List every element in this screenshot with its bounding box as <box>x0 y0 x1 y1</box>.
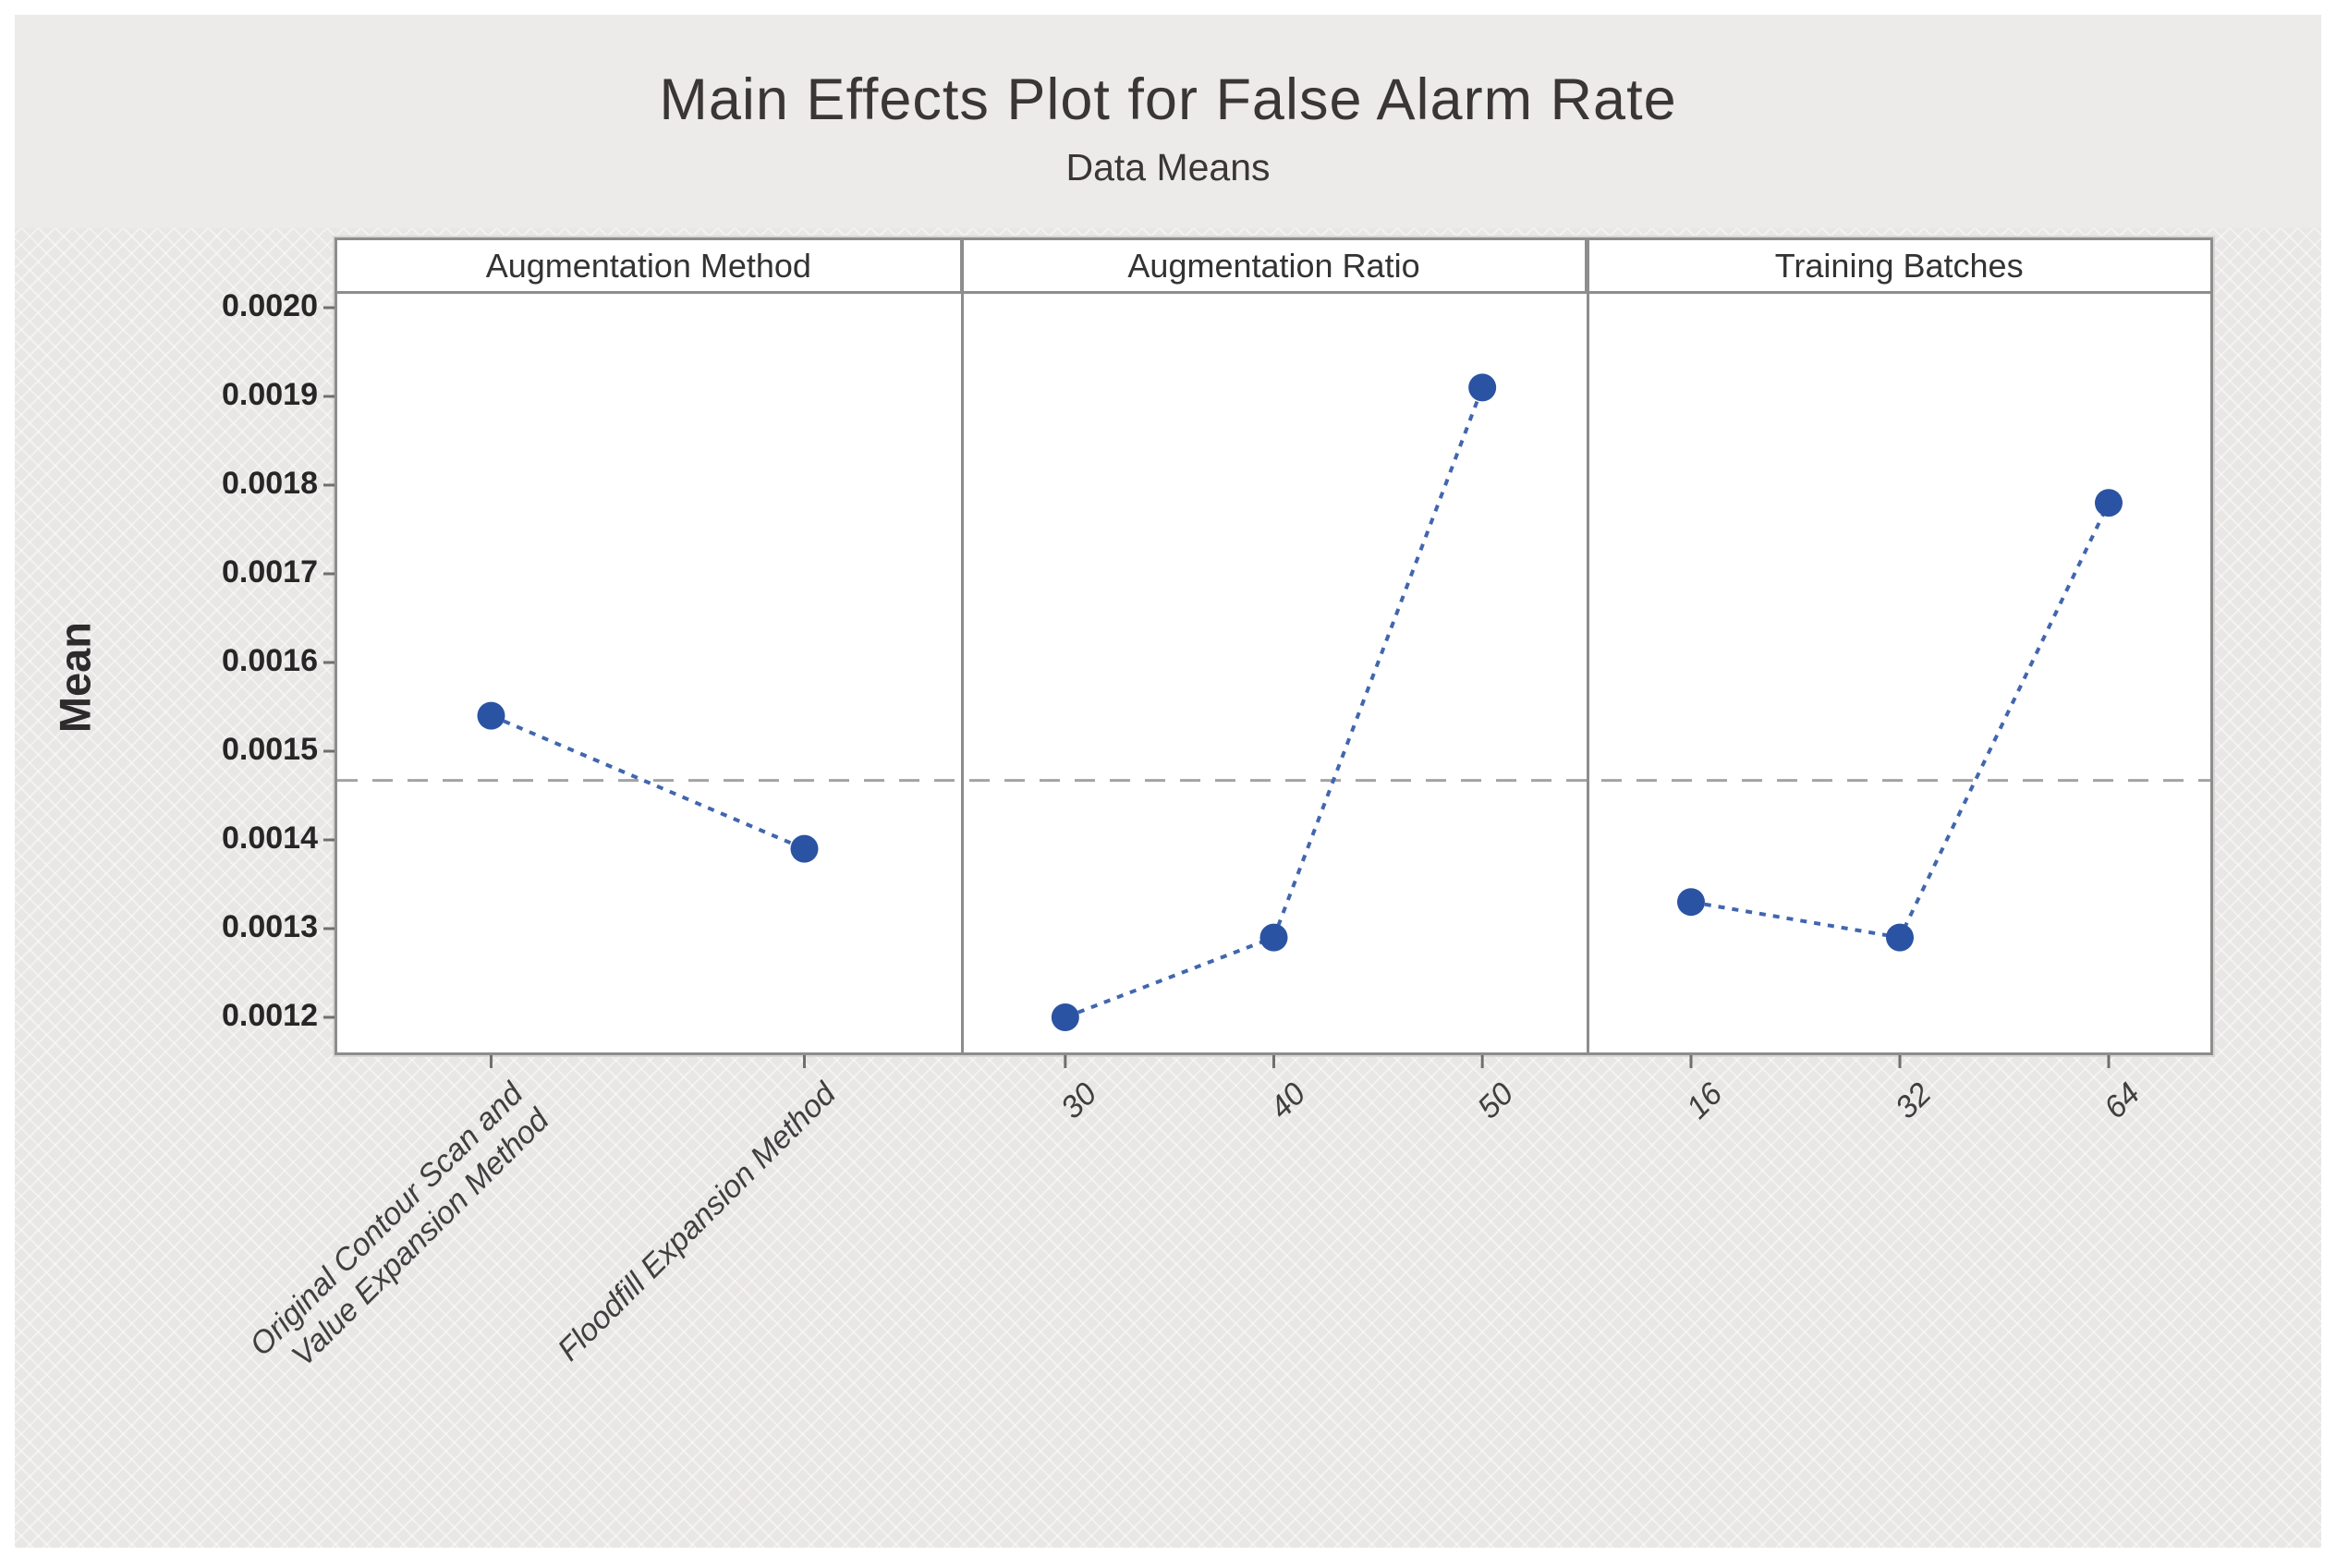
panel-header-row: Augmentation Method Augmentation Ratio Tra… <box>337 240 2211 294</box>
panel-header-3: Training Batches <box>1585 240 2211 291</box>
y-tick-label: 0.0018 <box>222 466 318 501</box>
y-tick-label: 0.0019 <box>222 377 318 412</box>
y-tick-label: 0.0016 <box>222 643 318 678</box>
panel-header-1: Augmentation Method <box>337 240 960 291</box>
panel-divider-2 <box>1587 240 1589 1052</box>
title-band <box>15 15 2321 228</box>
y-tick-label: 0.0012 <box>222 998 318 1033</box>
y-tick-label: 0.0017 <box>222 554 318 590</box>
panel-divider-1 <box>961 240 964 1052</box>
y-tick-label: 0.0014 <box>222 820 318 856</box>
panel-header-2: Augmentation Ratio <box>959 240 1586 291</box>
chart-title: Main Effects Plot for False Alarm Rate <box>659 67 1677 132</box>
y-tick-label: 0.0020 <box>222 288 318 323</box>
y-axis-title-text: Mean <box>50 621 99 734</box>
chart-subtitle: Data Means <box>1065 146 1271 188</box>
y-tick-label: 0.0015 <box>222 732 318 767</box>
y-tick-label: 0.0013 <box>222 909 318 944</box>
plot-frame: Augmentation Method Augmentation Ratio Tra… <box>335 237 2213 1055</box>
